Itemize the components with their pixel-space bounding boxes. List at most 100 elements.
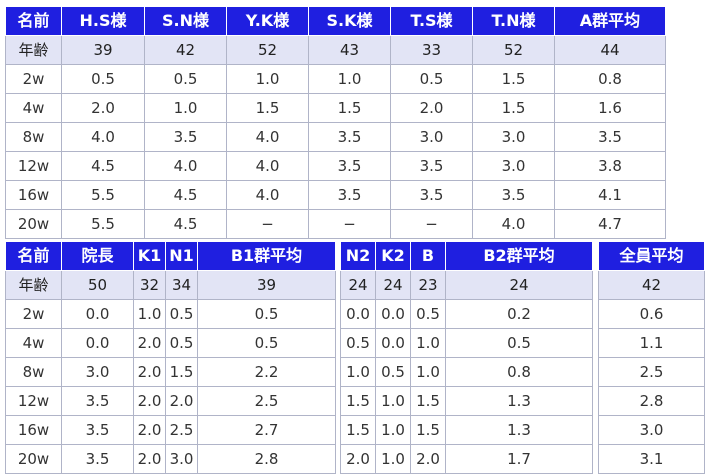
- table-header-row: 全員平均: [598, 241, 705, 271]
- table-row: 2.5: [598, 357, 705, 387]
- table-cell: 39: [61, 35, 145, 65]
- table-row: 12w 4.5 4.0 4.0 3.5 3.5 3.0 3.8: [5, 151, 666, 181]
- table-cell: 4.0: [144, 151, 227, 181]
- table-cell: 1.0: [375, 415, 411, 445]
- table-cell: 0.0: [340, 299, 376, 329]
- table-cell: 1.6: [554, 93, 666, 123]
- table-cell: 4.0: [226, 180, 309, 210]
- table-cell: 2.5: [598, 357, 705, 387]
- table-cell: 34: [165, 270, 198, 300]
- table-cell: 1.5: [165, 357, 198, 387]
- table-cell: 3.5: [308, 122, 391, 152]
- table-cell: 4.0: [61, 122, 145, 152]
- table-cell: 3.5: [144, 122, 227, 152]
- table-row: 20w 3.5 2.0 3.0 2.8: [5, 444, 336, 474]
- table-cell: 1.0: [375, 444, 411, 474]
- table-cell: 0.5: [390, 64, 473, 94]
- table-cell: 2.5: [197, 386, 336, 416]
- table-cell: 42: [144, 35, 227, 65]
- table-cell: 3.5: [308, 180, 391, 210]
- table-row: 1.5 1.0 1.5 1.3: [340, 386, 593, 416]
- table-cell: 33: [390, 35, 473, 65]
- table-cell: 1.0: [410, 328, 446, 358]
- table-row: 2.8: [598, 386, 705, 416]
- table-cell: 1.5: [472, 64, 555, 94]
- table-cell: 2.0: [133, 415, 166, 445]
- table-row: 0.0 0.0 0.5 0.2: [340, 299, 593, 329]
- table-cell: 1.3: [445, 386, 593, 416]
- column-header: B1群平均: [197, 241, 336, 271]
- table-cell: 3.0: [390, 122, 473, 152]
- table-row: 0.6: [598, 299, 705, 329]
- table-cell: 4.5: [144, 209, 227, 239]
- table-cell: 3.5: [61, 444, 134, 474]
- table-row: 24 24 23 24: [340, 270, 593, 300]
- table-cell: 3.5: [61, 386, 134, 416]
- column-header: 院長: [61, 241, 134, 271]
- column-header: N1: [165, 241, 198, 271]
- table-cell: 3.0: [165, 444, 198, 474]
- table-row: 3.1: [598, 444, 705, 474]
- column-header: B2群平均: [445, 241, 593, 271]
- overall-average-table: 全員平均 42 0.6 1.1 2.5 2.8 3.0 3.1: [598, 241, 705, 474]
- table-cell: 2.0: [165, 386, 198, 416]
- column-header: S.N様: [144, 6, 227, 36]
- table-row: 4w 0.0 2.0 0.5 0.5: [5, 328, 336, 358]
- table-row: 42: [598, 270, 705, 300]
- table-cell: 0.5: [445, 328, 593, 358]
- table-cell: 24: [445, 270, 593, 300]
- column-header: 名前: [5, 6, 62, 36]
- table-cell: 3.5: [390, 151, 473, 181]
- table-row: 1.0 0.5 1.0 0.8: [340, 357, 593, 387]
- table-cell: 20w: [5, 209, 62, 239]
- table-cell: 8w: [5, 357, 62, 387]
- table-cell: 3.0: [472, 122, 555, 152]
- table-cell: 4.0: [226, 122, 309, 152]
- table-cell: 3.0: [61, 357, 134, 387]
- table-row: 16w 5.5 4.5 4.0 3.5 3.5 3.5 4.1: [5, 180, 666, 210]
- table-cell: 5.5: [61, 209, 145, 239]
- table-cell: 1.7: [445, 444, 593, 474]
- table-row: 3.0: [598, 415, 705, 445]
- table-cell: 2.0: [340, 444, 376, 474]
- table-cell: 0.5: [61, 64, 145, 94]
- column-header: T.S様: [390, 6, 473, 36]
- table-cell: 1.0: [308, 64, 391, 94]
- table-cell: 12w: [5, 386, 62, 416]
- table-cell: 42: [598, 270, 705, 300]
- table-cell: 0.5: [375, 357, 411, 387]
- table-row: 年齢 50 32 34 39: [5, 270, 336, 300]
- table-cell: 0.2: [445, 299, 593, 329]
- column-header: H.S様: [61, 6, 145, 36]
- column-header: 全員平均: [598, 241, 705, 271]
- table-cell: 2.0: [410, 444, 446, 474]
- table-cell: 3.8: [554, 151, 666, 181]
- table-cell: 3.5: [61, 415, 134, 445]
- table-cell: 1.5: [472, 93, 555, 123]
- table-row: 8w 4.0 3.5 4.0 3.5 3.0 3.0 3.5: [5, 122, 666, 152]
- table-cell: 0.8: [445, 357, 593, 387]
- column-header: B: [410, 241, 446, 271]
- table-header-row: 名前 H.S様 S.N様 Y.K様 S.K様 T.S様 T.N様 A群平均: [5, 6, 666, 36]
- table-cell: 23: [410, 270, 446, 300]
- table-cell: 1.5: [340, 386, 376, 416]
- table-cell: 44: [554, 35, 666, 65]
- column-header: S.K様: [308, 6, 391, 36]
- table-cell: 16w: [5, 415, 62, 445]
- table-header-row: N2 K2 B B2群平均: [340, 241, 593, 271]
- table-cell: 4w: [5, 93, 62, 123]
- table-cell: 5.5: [61, 180, 145, 210]
- table-cell: 1.5: [340, 415, 376, 445]
- table-cell: 4.0: [472, 209, 555, 239]
- table-cell: 1.5: [410, 415, 446, 445]
- table-cell: 2.0: [390, 93, 473, 123]
- table-row: 年齢 39 42 52 43 33 52 44: [5, 35, 666, 65]
- table-cell: 3.5: [390, 180, 473, 210]
- table-cell: 0.8: [554, 64, 666, 94]
- table-header-row: 名前 院長 K1 N1 B1群平均: [5, 241, 336, 271]
- table-row: 1.1: [598, 328, 705, 358]
- table-row: 16w 3.5 2.0 2.5 2.7: [5, 415, 336, 445]
- table-row: 20w 5.5 4.5− − −4.0 4.7: [5, 209, 666, 239]
- table-cell: 0.5: [197, 328, 336, 358]
- table-cell: 0.0: [375, 328, 411, 358]
